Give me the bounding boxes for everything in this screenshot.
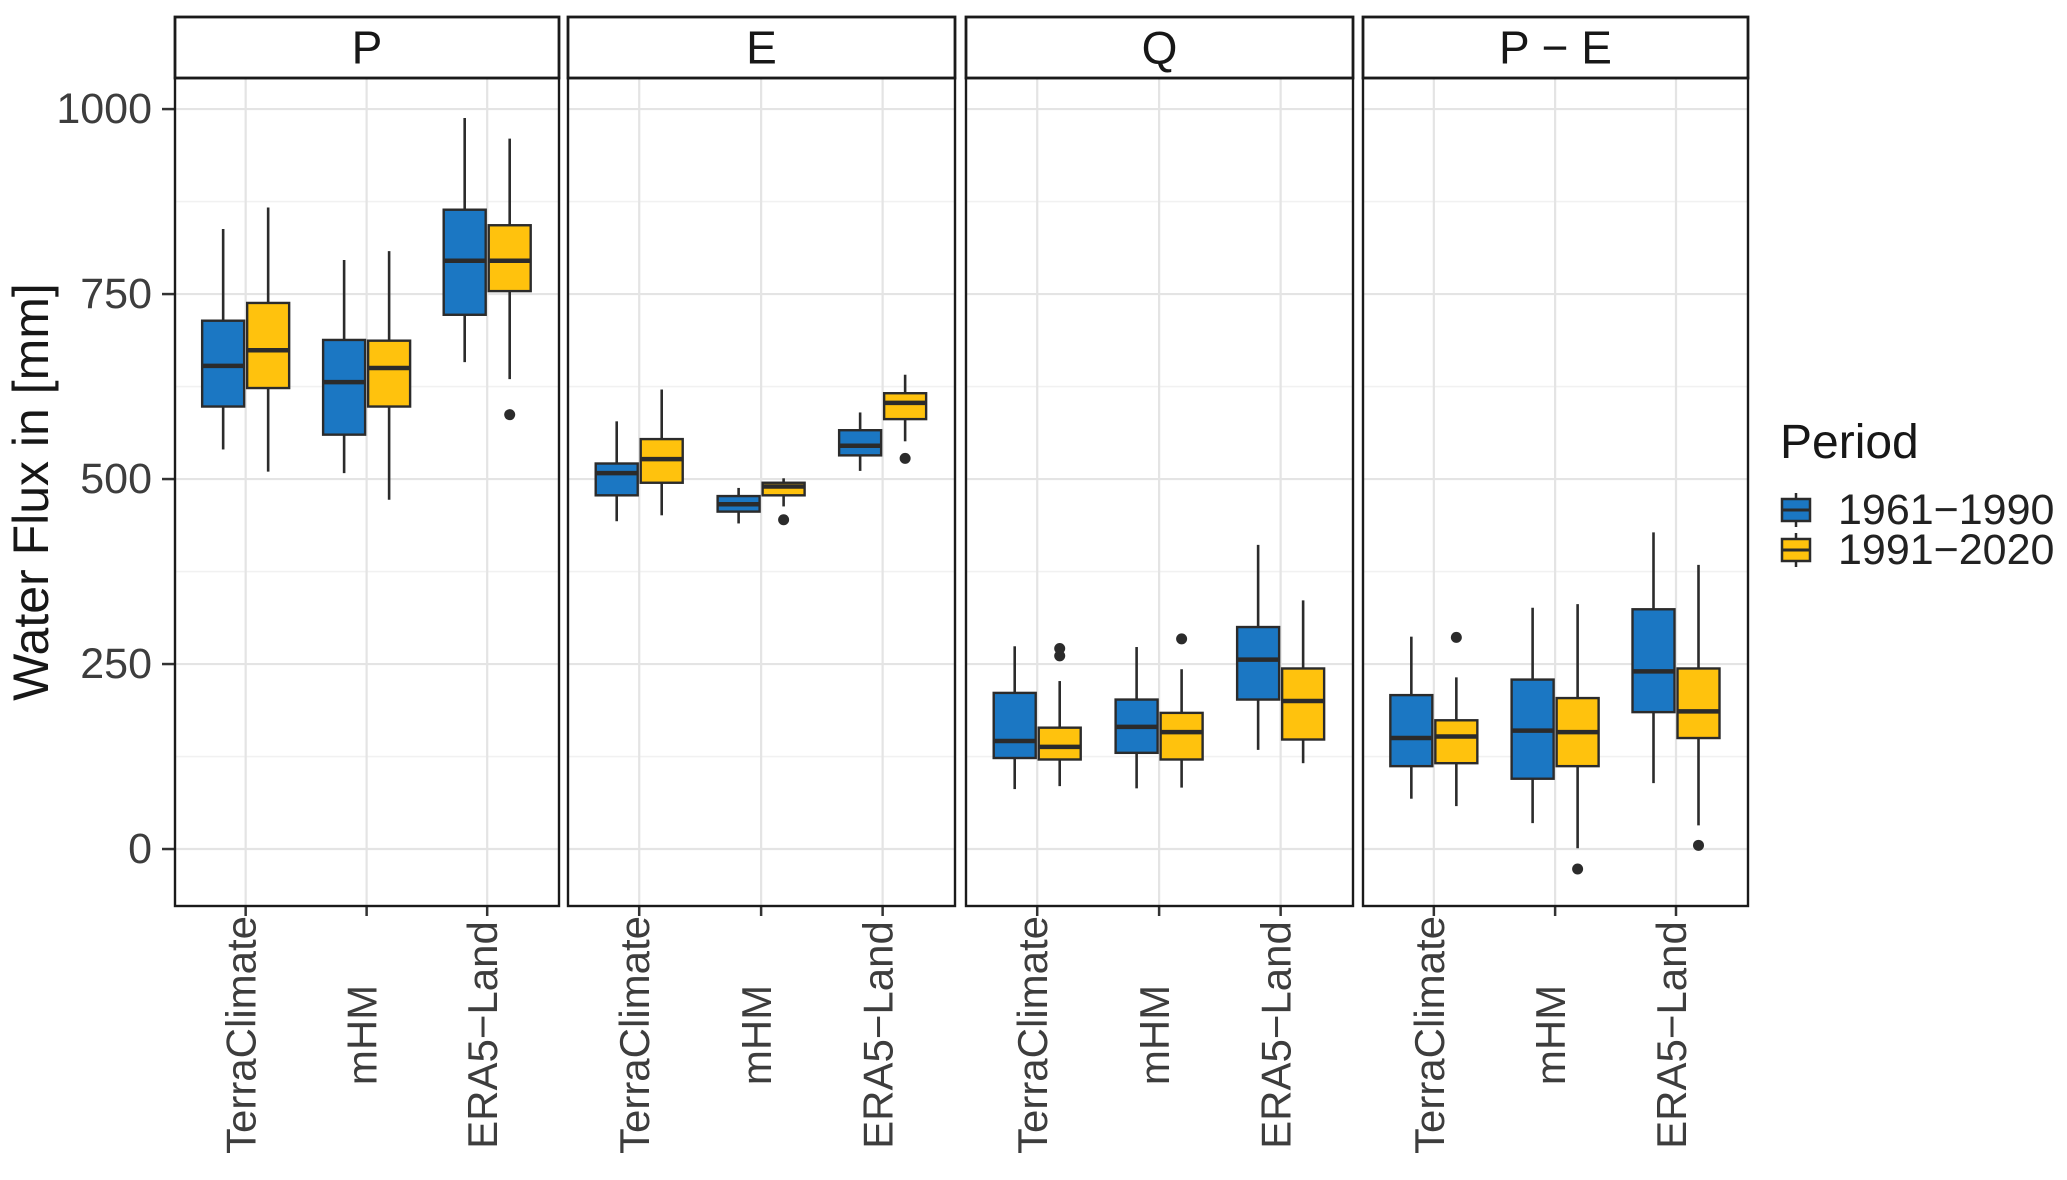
- x-tick-label: ERA5−Land: [1648, 921, 1695, 1149]
- legend-item-1961-1990: 1961−1990: [1780, 486, 2054, 534]
- facet-strip-label: E: [746, 22, 777, 74]
- y-tick-label: 1000: [56, 85, 152, 133]
- outlier-dot: [899, 452, 911, 464]
- legend-item-1991-2020: 1991−2020: [1780, 526, 2054, 574]
- legend-label-1961-1990: 1961−1990: [1838, 486, 2054, 534]
- y-tick-label: 250: [80, 640, 152, 688]
- box-rect: [366, 339, 412, 408]
- outlier-dot: [778, 514, 790, 526]
- facet-strip: [1361, 15, 1750, 80]
- outlier-dot: [1176, 633, 1188, 645]
- y-axis-title: Water Flux in [mm]: [3, 283, 59, 701]
- box-rect: [594, 462, 639, 497]
- outlier-dot: [1054, 642, 1066, 654]
- legend-label-1991-2020: 1991−2020: [1838, 526, 2054, 574]
- box-rect: [245, 301, 291, 390]
- y-tick-label: 500: [80, 455, 152, 503]
- x-tick-label: TerraClimate: [1406, 916, 1453, 1154]
- x-tick-label: TerraClimate: [218, 916, 265, 1154]
- outlier-dot: [504, 409, 516, 421]
- box-rect: [992, 691, 1037, 760]
- facet-strip-label: P: [352, 22, 383, 74]
- facet-strip: [964, 15, 1355, 80]
- facet-strip: [173, 15, 561, 80]
- x-tick-label: mHM: [1131, 985, 1178, 1085]
- box-rect: [1676, 667, 1721, 740]
- box-rect: [1159, 711, 1204, 761]
- box-rect: [1235, 625, 1281, 701]
- y-tick-label: 0: [128, 825, 152, 873]
- outlier-dot: [1450, 631, 1462, 643]
- box-rect: [1280, 667, 1326, 741]
- box-rect: [837, 429, 883, 457]
- x-tick-label: TerraClimate: [1009, 916, 1056, 1154]
- x-tick-label: ERA5−Land: [855, 921, 902, 1149]
- outlier-dot: [1572, 863, 1584, 875]
- x-tick-label: mHM: [1527, 985, 1574, 1085]
- facet-panels: 0 250 500 750 1000 TerraClimate mHM ERA5−Land P T…: [56, 15, 1750, 1154]
- box-rect: [1037, 726, 1082, 761]
- box-rect: [321, 338, 367, 436]
- legend: Period 1961−1990 1991−2020: [1780, 416, 2054, 574]
- box-rect: [1631, 608, 1676, 714]
- facet-strip: [566, 15, 957, 80]
- outlier-dot: [1693, 839, 1705, 851]
- x-tick-label: TerraClimate: [611, 916, 658, 1154]
- box-rect: [487, 224, 532, 293]
- x-tick-label: ERA5−Land: [459, 921, 506, 1149]
- y-tick-label: 750: [80, 270, 152, 318]
- box-rect: [1434, 719, 1479, 765]
- box-rect: [1389, 693, 1434, 768]
- x-tick-label: mHM: [339, 985, 386, 1085]
- facet-strip-label: P − E: [1499, 22, 1612, 74]
- box-rect: [882, 392, 928, 421]
- x-tick-label: mHM: [733, 985, 780, 1085]
- facet-strip-label: Q: [1142, 22, 1178, 74]
- x-tick-label: ERA5−Land: [1253, 921, 1300, 1149]
- legend-title: Period: [1780, 416, 1919, 469]
